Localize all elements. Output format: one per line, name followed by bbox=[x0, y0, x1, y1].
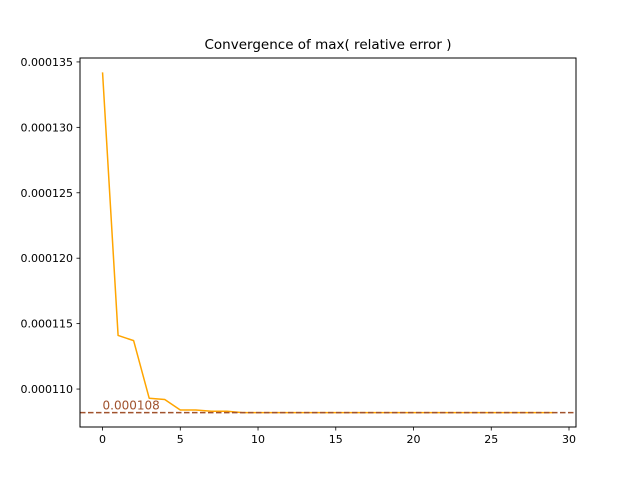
x-tick-label: 30 bbox=[562, 433, 576, 446]
axes-frame bbox=[79, 57, 577, 428]
y-tick-label: 0.000125 bbox=[21, 187, 74, 200]
x-tick-label: 20 bbox=[407, 433, 421, 446]
y-tick-label: 0.000135 bbox=[21, 56, 74, 69]
x-tick-label: 5 bbox=[177, 433, 184, 446]
y-axis: 0.000110 0.000115 0.000120 0.000125 0.000130… bbox=[21, 56, 80, 396]
y-tick-label: 0.000110 bbox=[21, 383, 74, 396]
y-tick-label: 0.000120 bbox=[21, 252, 74, 265]
x-axis: 0 5 10 15 20 25 30 bbox=[99, 427, 576, 446]
x-tick-label: 25 bbox=[484, 433, 498, 446]
y-tick-label: 0.000115 bbox=[21, 318, 74, 331]
y-tick-label: 0.000130 bbox=[21, 121, 74, 134]
x-tick-label: 0 bbox=[99, 433, 106, 446]
plot-area: 0.000108 bbox=[80, 72, 576, 414]
chart-title: Convergence of max( relative error ) bbox=[204, 37, 451, 53]
x-tick-label: 10 bbox=[251, 433, 265, 446]
x-tick-label: 15 bbox=[329, 433, 343, 446]
series-line-0 bbox=[101, 72, 554, 414]
reference-line-label: 0.000108 bbox=[103, 399, 160, 413]
